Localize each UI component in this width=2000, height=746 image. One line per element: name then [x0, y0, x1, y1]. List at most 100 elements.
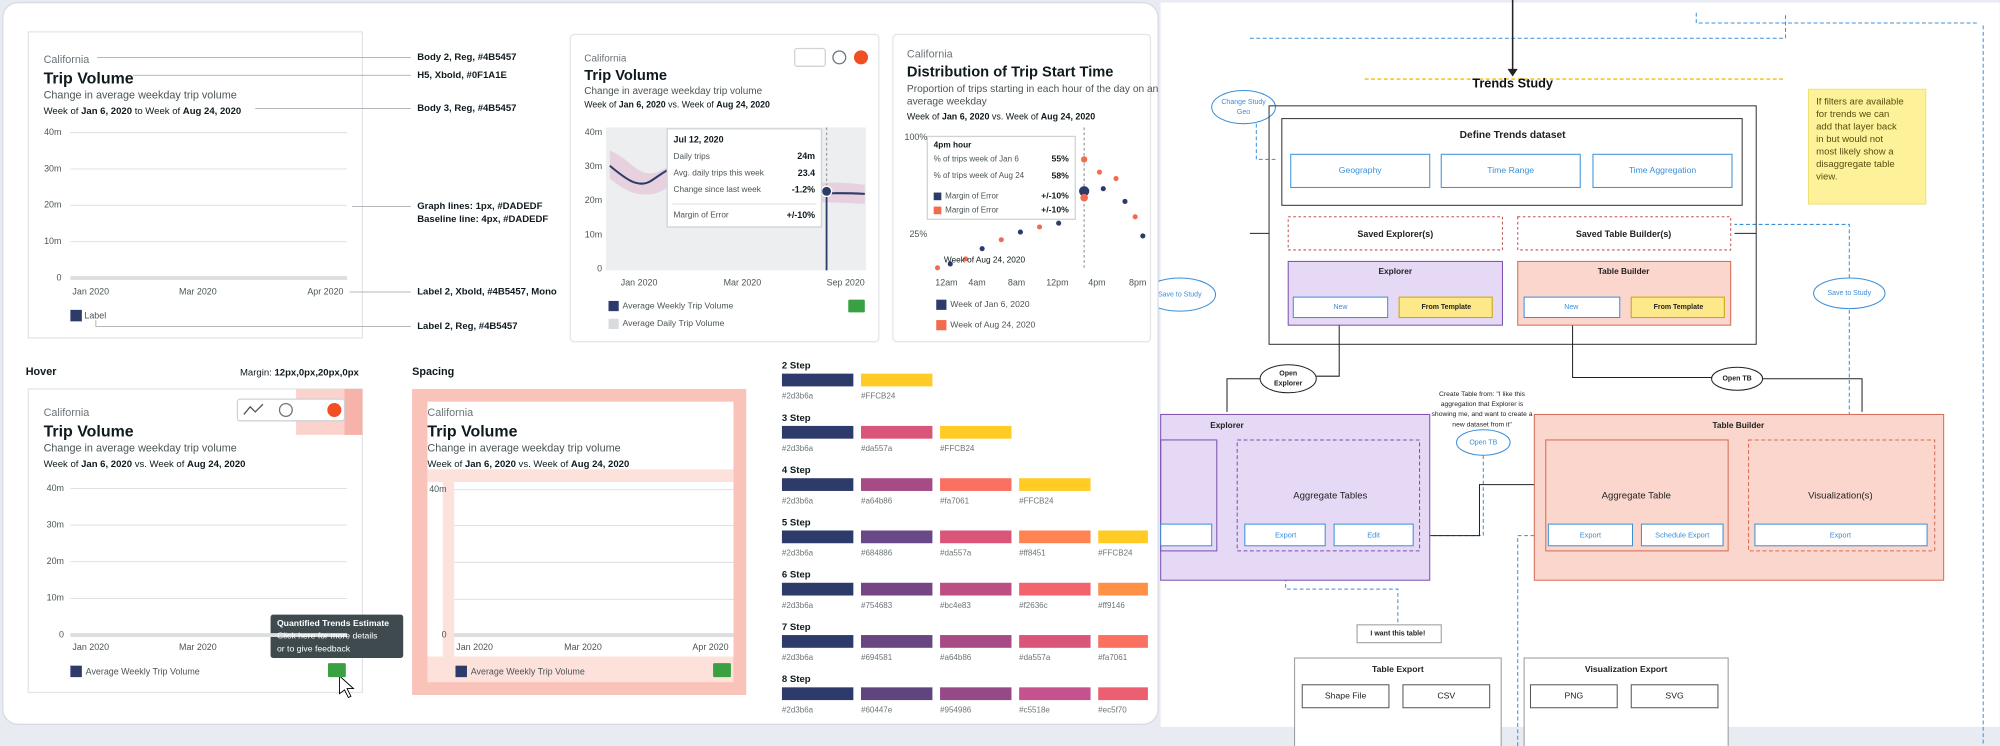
color-code: #684886: [861, 549, 893, 558]
whiteboard-layer: Trends Study Change Study Geo Define Trends…: [1143, 0, 1984, 746]
tooltip-label: % of trips week of Aug 24: [934, 171, 1025, 180]
connector: [1695, 12, 1977, 24]
connector: [1517, 535, 1535, 746]
section-label: Spacing: [412, 366, 454, 378]
tooltip-title: Jul 12, 2020: [674, 135, 724, 145]
color-code: #2d3b6a: [782, 444, 814, 453]
download-button[interactable]: [794, 47, 826, 67]
info-button[interactable]: [832, 50, 847, 65]
legend-swatch: [936, 299, 947, 310]
y-tick-label: 0: [442, 629, 447, 639]
card-title: Distribution of Trip Start Time: [907, 65, 1114, 81]
chart-type-button[interactable]: [243, 403, 264, 415]
add-button[interactable]: [327, 402, 342, 417]
note-line: view.: [1816, 172, 1837, 183]
dot: [1122, 198, 1128, 205]
define-box: [1281, 118, 1743, 206]
button: [1402, 684, 1491, 709]
date-range: Week of Jan 6, 2020 to Week of Aug 24, 2…: [44, 105, 242, 116]
board-label: new dataset from it": [1452, 421, 1512, 428]
tooltip-value: 58%: [1052, 170, 1070, 180]
board-label: Schedule Export: [1655, 531, 1709, 540]
color-swatch: [1019, 635, 1091, 648]
dot: [1080, 193, 1088, 202]
option-button: [1592, 153, 1733, 188]
table-button[interactable]: [327, 663, 346, 678]
color-swatch: [781, 582, 854, 596]
y-tick-label: 20m: [585, 195, 602, 205]
dot: [1056, 220, 1062, 226]
y-tick-label: 40m: [47, 483, 64, 493]
dot: [998, 237, 1004, 243]
color-swatch: [1098, 582, 1148, 596]
y-tick-label: 100%: [905, 132, 928, 142]
color-code: #2d3b6a: [782, 392, 814, 401]
color-swatch: [781, 478, 854, 491]
board-label: Explorer: [1210, 421, 1244, 430]
color-swatch: [1019, 530, 1091, 544]
spacing-strip: [427, 656, 734, 683]
add-button[interactable]: [853, 50, 869, 65]
button: [1523, 296, 1621, 319]
board-label: From Template: [1654, 304, 1704, 311]
x-tick-label: Jan 2020: [621, 277, 658, 287]
palette-name: 3 Step: [782, 413, 811, 424]
board-label: Geo: [1237, 109, 1250, 116]
board-title: Trends Study: [1472, 76, 1554, 91]
table-button[interactable]: [713, 663, 731, 678]
cursor: [338, 674, 355, 699]
dot: [963, 256, 969, 262]
color-code: #c5518e: [1019, 705, 1050, 714]
subtitle: average weekday: [907, 97, 988, 108]
table-button[interactable]: [848, 299, 865, 313]
color-code: #FFCB24: [1019, 496, 1054, 505]
tooltip-title: Quantified Trends Estimate: [277, 618, 389, 628]
color-swatch: [781, 530, 854, 544]
spacing-strip: [427, 469, 734, 483]
option-button: [1290, 153, 1431, 188]
color-swatch: [1019, 478, 1091, 491]
board-label: Table Export: [1372, 664, 1424, 674]
board-label: Aggregate Table: [1602, 491, 1671, 502]
tooltip-label: Margin of Error: [945, 206, 999, 215]
sticky-note: [1807, 88, 1927, 205]
button: [1333, 523, 1414, 547]
color-swatch: [940, 425, 1012, 439]
color-code: #2d3b6a: [782, 653, 814, 662]
x-tick-label: Jan 2020: [72, 286, 109, 296]
card-title: Trip Volume: [427, 424, 517, 441]
color-swatch: [1019, 582, 1091, 596]
color-swatch: [861, 530, 933, 544]
color-code: #2d3b6a: [782, 496, 814, 505]
date-range: Week of Jan 6, 2020 vs. Week of Aug 24, …: [907, 112, 1095, 122]
board-label: I want this table!: [1370, 631, 1425, 638]
dot: [1036, 224, 1043, 230]
color-code: #da557a: [940, 549, 972, 558]
palette-name: 4 Step: [782, 465, 811, 476]
y-tick-label: 30m: [47, 519, 64, 529]
tooltip: [926, 135, 1076, 220]
y-tick-label: 30m: [44, 163, 61, 173]
annotation: H5, Xbold, #0F1A1E: [417, 70, 507, 81]
color-code: #fa7061: [940, 496, 970, 505]
point-label: Week of Aug 24, 2020: [944, 255, 1026, 264]
legend-label: Average Weekly Trip Volume: [86, 666, 200, 676]
color-swatch: [861, 425, 933, 439]
legend-swatch: [70, 665, 82, 678]
connector: [1572, 325, 1712, 378]
y-tick-label: 40m: [585, 127, 602, 137]
legend-swatch: [936, 320, 947, 331]
color-swatch: [781, 373, 854, 387]
color-swatch: [940, 530, 1012, 544]
color-code: #954986: [940, 705, 972, 714]
location: California: [427, 407, 474, 419]
tooltip-value: 55%: [1052, 154, 1070, 164]
x-tick-label: 4pm: [1088, 277, 1105, 287]
info-button[interactable]: [278, 402, 293, 417]
color-code: #FFCB24: [861, 392, 896, 401]
legend-label: Average Weekly Trip Volume: [471, 666, 585, 676]
toolbar: [794, 47, 869, 67]
grid: [454, 489, 734, 637]
location: California: [584, 53, 627, 64]
date-range-part: Week of: [584, 100, 619, 110]
